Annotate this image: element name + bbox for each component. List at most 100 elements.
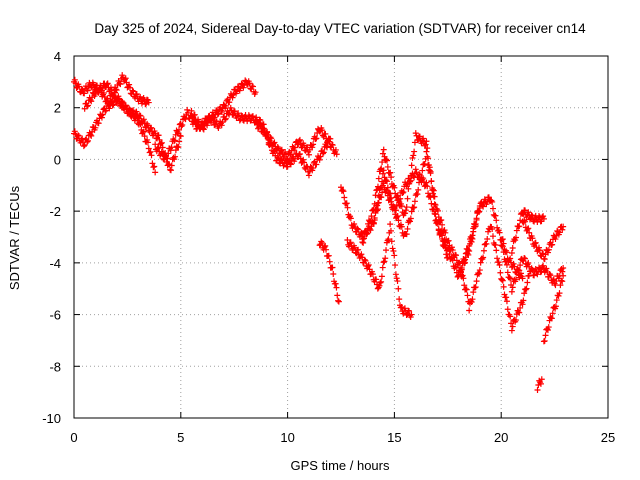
data-point [559, 278, 566, 285]
data-point [344, 236, 351, 243]
data-point [378, 165, 385, 172]
data-point [199, 125, 206, 132]
data-point [496, 229, 503, 236]
series-sat-o [498, 236, 526, 282]
data-point [326, 258, 333, 265]
data-point [103, 107, 110, 114]
data-point [333, 284, 340, 291]
data-point [84, 138, 91, 145]
data-point [489, 233, 496, 240]
data-point [102, 108, 109, 115]
data-point [144, 139, 151, 146]
data-point [84, 87, 91, 94]
data-point [431, 201, 438, 208]
data-point [534, 271, 541, 278]
data-point [560, 265, 567, 272]
data-point [218, 108, 225, 115]
data-point [171, 137, 178, 144]
data-point [378, 273, 385, 280]
data-point [361, 256, 368, 263]
data-point [553, 297, 560, 304]
data-point [549, 277, 556, 284]
data-point [559, 268, 566, 275]
data-point [457, 268, 464, 275]
data-point [271, 147, 278, 154]
data-point [296, 136, 303, 143]
data-point [233, 88, 240, 95]
data-point [383, 247, 390, 254]
data-point [537, 380, 544, 387]
data-point [500, 283, 507, 290]
data-point [497, 269, 504, 276]
data-point [398, 223, 405, 230]
data-point [364, 227, 371, 234]
data-point [507, 255, 514, 262]
data-point [380, 146, 387, 153]
data-point [158, 139, 165, 146]
y-tick-label: -8 [49, 359, 61, 374]
data-point [407, 218, 414, 225]
data-point [430, 206, 437, 213]
data-point [347, 239, 354, 246]
data-point [509, 323, 516, 330]
data-point [428, 178, 435, 185]
data-point [522, 207, 529, 214]
data-point [320, 149, 327, 156]
data-point [155, 144, 162, 151]
data-point [278, 146, 285, 153]
x-tick-label: 20 [494, 430, 508, 445]
grid-layer [74, 56, 608, 418]
data-point [156, 136, 163, 143]
data-point [438, 227, 445, 234]
data-point [499, 236, 506, 243]
data-point [344, 204, 351, 211]
data-point [394, 213, 401, 220]
data-point [388, 198, 395, 205]
data-point [526, 216, 533, 223]
data-point [334, 292, 341, 299]
data-point [546, 271, 553, 278]
data-point [175, 130, 182, 137]
data-point [475, 270, 482, 277]
data-point [150, 164, 157, 171]
data-point [300, 156, 307, 163]
data-point [129, 87, 136, 94]
data-point [313, 161, 320, 168]
series-sat-n [466, 223, 532, 334]
data-point [154, 145, 161, 152]
data-point [240, 117, 247, 124]
data-point [395, 217, 402, 224]
data-point [441, 227, 448, 234]
data-point [509, 284, 516, 291]
data-point [516, 223, 523, 230]
data-point [327, 135, 334, 142]
data-point [473, 215, 480, 222]
data-point [434, 207, 441, 214]
data-point [462, 250, 469, 257]
data-point [541, 256, 548, 263]
data-point [396, 199, 403, 206]
data-point [503, 249, 510, 256]
data-point [229, 94, 236, 101]
data-point [383, 177, 390, 184]
data-point [525, 259, 532, 266]
data-point [369, 271, 376, 278]
data-point [542, 332, 549, 339]
data-point [500, 240, 507, 247]
data-point [464, 246, 471, 253]
data-point [362, 257, 369, 264]
data-point [560, 272, 567, 279]
data-point [530, 217, 537, 224]
data-point [521, 217, 528, 224]
data-point [387, 169, 394, 176]
data-point [522, 255, 529, 262]
data-point [492, 242, 499, 249]
data-point [545, 249, 552, 256]
data-point [477, 259, 484, 266]
data-point [415, 186, 422, 193]
data-point [524, 279, 531, 286]
data-point [291, 147, 298, 154]
data-point [493, 247, 500, 254]
data-point [257, 117, 264, 124]
